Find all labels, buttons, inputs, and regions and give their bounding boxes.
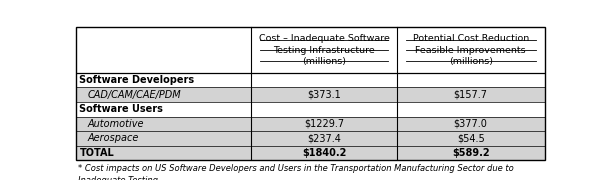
- Text: $589.2: $589.2: [452, 148, 489, 158]
- Text: $54.5: $54.5: [457, 133, 485, 143]
- Text: Software Developers: Software Developers: [79, 75, 194, 85]
- Text: $157.7: $157.7: [454, 90, 488, 100]
- Text: $377.0: $377.0: [454, 119, 488, 129]
- Text: TOTAL: TOTAL: [79, 148, 114, 158]
- Text: Potential Cost Reduction
Feasible Improvements
(millions): Potential Cost Reduction Feasible Improv…: [413, 34, 529, 66]
- Text: $1840.2: $1840.2: [302, 148, 346, 158]
- Text: Software Users: Software Users: [79, 104, 163, 114]
- Text: $1229.7: $1229.7: [304, 119, 344, 129]
- Text: $237.4: $237.4: [307, 133, 341, 143]
- Text: * Cost impacts on US Software Developers and Users in the Transportation Manufac: * Cost impacts on US Software Developers…: [78, 164, 514, 180]
- Text: $373.1: $373.1: [307, 90, 341, 100]
- Text: Cost – Inadequate Software
Testing Infrastructure
(millions): Cost – Inadequate Software Testing Infra…: [259, 34, 390, 66]
- Text: CAD/CAM/CAE/PDM: CAD/CAM/CAE/PDM: [87, 90, 181, 100]
- Text: Automotive: Automotive: [87, 119, 144, 129]
- Text: Aerospace: Aerospace: [87, 133, 139, 143]
